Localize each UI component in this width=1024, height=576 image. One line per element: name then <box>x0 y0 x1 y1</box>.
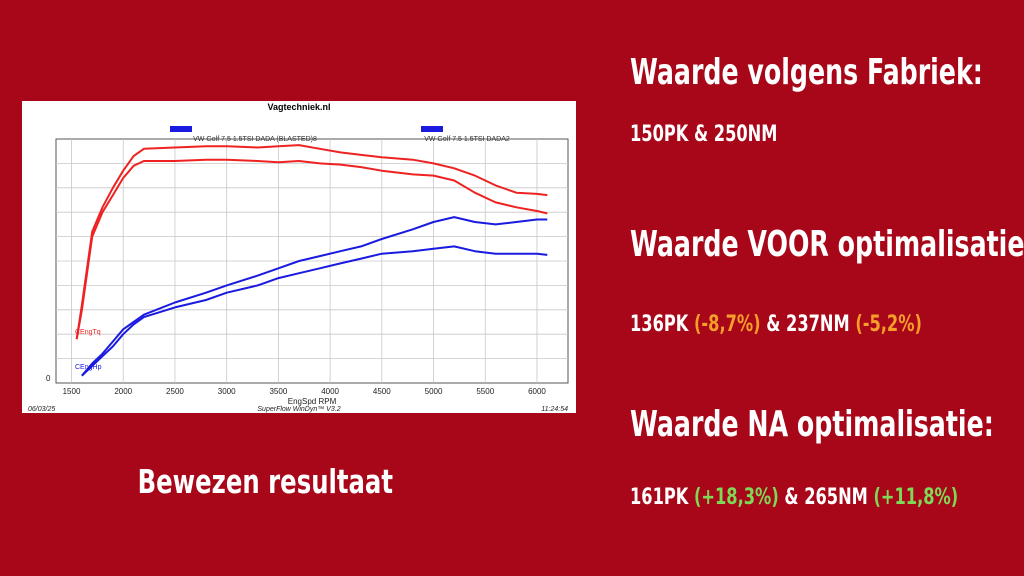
before-pk-pct: (-8,7%) <box>693 312 761 337</box>
after-sep: & <box>784 485 799 510</box>
legend-entry: VW Golf 7.5 1.5TSI DADA (BLASTED)8 <box>193 136 317 143</box>
x-axis-label: EngSpd RPM <box>288 397 337 406</box>
before-sep: & <box>766 312 781 337</box>
chart-title: Vagtechniek.nl <box>267 102 330 112</box>
factory-value: 150PK & 250NM <box>630 122 778 147</box>
before-pk: 136PK <box>630 312 689 337</box>
x-tick-label: 3000 <box>218 387 236 396</box>
after-nm-pct: (+11,8%) <box>873 485 959 510</box>
after-heading: Waarde NA optimalisatie: <box>630 404 994 445</box>
after-pk: 161PK <box>630 485 689 510</box>
before-value: 136PK (-8,7%) & 237NM (-5,2%) <box>630 312 922 337</box>
y-tick-label: 0 <box>46 374 51 383</box>
legend-swatch <box>170 126 192 132</box>
series-line <box>81 245 548 377</box>
series-line <box>81 216 548 377</box>
before-nm: 237NM <box>786 312 850 337</box>
series-line <box>75 158 548 340</box>
dyno-chart-svg: 1500 2000 2500 3000 3500 4000 4500 5000 5500 6000… <box>28 102 569 413</box>
x-tick-label: 1500 <box>63 387 81 396</box>
footer-time: 11:24:54 <box>541 406 568 413</box>
x-tick-label: 2500 <box>166 387 184 396</box>
dyno-chart: 1500 2000 2500 3000 3500 4000 4500 5000 5500 6000… <box>22 101 576 413</box>
series-line <box>75 144 548 340</box>
legend-swatch <box>421 126 443 132</box>
series-label-torque: CEngTq <box>75 329 101 336</box>
x-tick-label: 5000 <box>425 387 443 396</box>
before-heading: Waarde VOOR optimalisatie: <box>630 224 1024 265</box>
after-pk-pct: (+18,3%) <box>693 485 779 510</box>
series-label-power: CEngHp <box>75 364 102 371</box>
legend-entry: VW Golf 7.5 1.5TSI DADA2 <box>424 136 510 143</box>
after-nm: 265NM <box>804 485 868 510</box>
x-tick-label: 4000 <box>321 387 339 396</box>
x-tick-label: 4500 <box>373 387 391 396</box>
footer-date: 06/03/25 <box>28 406 55 413</box>
x-tick-label: 2000 <box>114 387 132 396</box>
after-value: 161PK (+18,3%) & 265NM (+11,8%) <box>630 485 958 510</box>
before-nm-pct: (-5,2%) <box>855 312 922 337</box>
x-tick-label: 3500 <box>269 387 287 396</box>
caption: Bewezen resultaat <box>137 462 393 501</box>
footer-software: SuperFlow WinDyn™ V3.2 <box>257 406 340 413</box>
x-tick-label: 5500 <box>476 387 494 396</box>
x-tick-label: 6000 <box>528 387 546 396</box>
factory-heading: Waarde volgens Fabriek: <box>630 52 983 93</box>
